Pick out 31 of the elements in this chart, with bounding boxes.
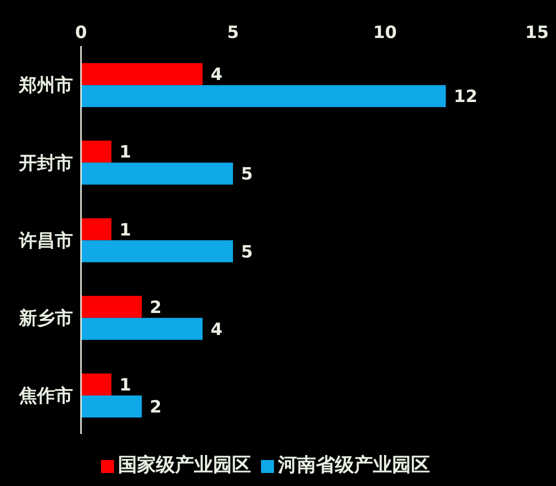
data-label: 1 xyxy=(119,142,132,163)
y-tick-label: 许昌市 xyxy=(18,230,73,252)
x-tick-label: 5 xyxy=(227,23,239,43)
data-label: 1 xyxy=(119,376,132,396)
y-tick-label: 开封市 xyxy=(18,152,73,174)
x-tick-label: 15 xyxy=(525,23,549,43)
data-label: 5 xyxy=(241,164,253,185)
bar xyxy=(81,140,112,163)
x-tick-label: 10 xyxy=(373,23,397,43)
data-label: 1 xyxy=(119,220,132,240)
bar xyxy=(81,318,203,340)
y-tick-label: 郑州市 xyxy=(18,75,73,96)
bar xyxy=(81,395,142,418)
legend-label: 河南省级产业园区 xyxy=(278,454,430,476)
data-label: 4 xyxy=(210,320,223,340)
bar xyxy=(81,85,446,108)
bar xyxy=(81,240,233,262)
bar xyxy=(81,162,233,185)
legend-label: 国家级产业园区 xyxy=(118,454,251,476)
data-label: 5 xyxy=(241,242,253,262)
bar xyxy=(81,296,142,318)
x-tick-label: 0 xyxy=(75,23,88,43)
bar xyxy=(81,63,203,86)
y-tick-label: 焦作市 xyxy=(18,386,73,407)
y-tick-label: 新乡市 xyxy=(18,308,73,329)
data-label: 2 xyxy=(150,298,162,318)
bar xyxy=(81,218,112,240)
bar xyxy=(81,373,112,396)
data-label: 4 xyxy=(210,65,223,86)
data-label: 2 xyxy=(150,398,162,418)
data-label: 12 xyxy=(454,87,478,108)
